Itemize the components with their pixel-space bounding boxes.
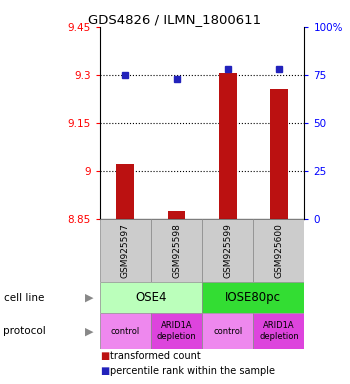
Text: OSE4: OSE4 bbox=[135, 291, 167, 304]
Bar bbox=[100, 282, 202, 313]
Bar bbox=[168, 211, 186, 219]
Text: transformed count: transformed count bbox=[110, 351, 201, 361]
Text: GSM925597: GSM925597 bbox=[121, 223, 130, 278]
Bar bbox=[253, 313, 304, 349]
Bar bbox=[202, 282, 304, 313]
Text: ▶: ▶ bbox=[85, 326, 93, 336]
Text: ■: ■ bbox=[100, 366, 109, 376]
Text: ▶: ▶ bbox=[85, 293, 93, 303]
Bar bbox=[100, 313, 151, 349]
Text: control: control bbox=[111, 327, 140, 336]
Bar bbox=[202, 313, 253, 349]
Text: protocol: protocol bbox=[4, 326, 46, 336]
Text: cell line: cell line bbox=[4, 293, 44, 303]
Bar bbox=[151, 313, 202, 349]
Text: ARID1A
depletion: ARID1A depletion bbox=[259, 321, 299, 341]
Text: GDS4826 / ILMN_1800611: GDS4826 / ILMN_1800611 bbox=[89, 13, 261, 26]
Bar bbox=[219, 73, 237, 219]
Bar bbox=[270, 89, 288, 219]
Bar bbox=[202, 219, 253, 282]
Text: GSM925598: GSM925598 bbox=[172, 223, 181, 278]
Text: ARID1A
depletion: ARID1A depletion bbox=[157, 321, 196, 341]
Text: IOSE80pc: IOSE80pc bbox=[225, 291, 281, 304]
Text: ■: ■ bbox=[100, 351, 109, 361]
Bar bbox=[253, 219, 304, 282]
Bar bbox=[151, 219, 202, 282]
Bar bbox=[117, 164, 134, 219]
Bar bbox=[100, 219, 151, 282]
Text: GSM925600: GSM925600 bbox=[274, 223, 284, 278]
Text: GSM925599: GSM925599 bbox=[223, 223, 232, 278]
Text: control: control bbox=[213, 327, 242, 336]
Text: percentile rank within the sample: percentile rank within the sample bbox=[110, 366, 275, 376]
